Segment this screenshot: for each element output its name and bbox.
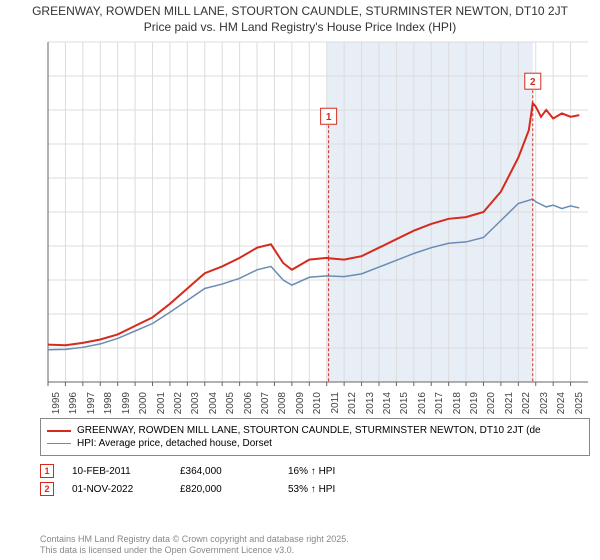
sales-table: 1 10-FEB-2011 £364,000 16% ↑ HPI 2 01-NO… bbox=[40, 460, 590, 500]
attribution-line2: This data is licensed under the Open Gov… bbox=[40, 545, 294, 555]
x-tick-label: 2024 bbox=[556, 392, 567, 414]
x-tick-label: 2008 bbox=[277, 392, 288, 414]
attribution: Contains HM Land Registry data © Crown c… bbox=[40, 534, 349, 556]
x-tick-label: 2025 bbox=[574, 392, 585, 414]
x-tick-label: 2011 bbox=[330, 392, 341, 414]
sale-marker-1: 1 bbox=[40, 464, 54, 478]
svg-text:2: 2 bbox=[530, 77, 536, 88]
x-tick-label: 1996 bbox=[68, 392, 79, 414]
attribution-line1: Contains HM Land Registry data © Crown c… bbox=[40, 534, 349, 544]
x-tick-label: 2019 bbox=[469, 392, 480, 414]
sale-marker-2: 2 bbox=[40, 482, 54, 496]
chart-title: GREENWAY, ROWDEN MILL LANE, STOURTON CAU… bbox=[0, 0, 600, 35]
x-tick-label: 1999 bbox=[121, 392, 132, 414]
x-tick-label: 2016 bbox=[417, 392, 428, 414]
sale-row-1: 1 10-FEB-2011 £364,000 16% ↑ HPI bbox=[40, 464, 590, 478]
x-tick-label: 2010 bbox=[312, 392, 323, 414]
chart-plot-area: 12 £0£100K£200K£300K£400K£500K£600K£700K… bbox=[40, 40, 590, 410]
x-tick-label: 2004 bbox=[208, 392, 219, 414]
chart-svg: 12 bbox=[40, 40, 590, 410]
x-tick-label: 2006 bbox=[243, 392, 254, 414]
legend-swatch-hpi bbox=[47, 443, 71, 444]
x-tick-label: 2003 bbox=[190, 392, 201, 414]
svg-text:1: 1 bbox=[326, 112, 332, 123]
x-tick-label: 2021 bbox=[504, 392, 515, 414]
legend-swatch-property bbox=[47, 430, 71, 432]
x-tick-label: 2015 bbox=[399, 392, 410, 414]
sale-hpi-1: 16% ↑ HPI bbox=[288, 466, 335, 477]
legend-label-property: GREENWAY, ROWDEN MILL LANE, STOURTON CAU… bbox=[77, 425, 541, 436]
x-tick-label: 1997 bbox=[86, 392, 97, 414]
x-tick-label: 2000 bbox=[138, 392, 149, 414]
legend-row-property: GREENWAY, ROWDEN MILL LANE, STOURTON CAU… bbox=[47, 425, 583, 436]
legend-label-hpi: HPI: Average price, detached house, Dors… bbox=[77, 438, 272, 449]
legend: GREENWAY, ROWDEN MILL LANE, STOURTON CAU… bbox=[40, 418, 590, 456]
x-tick-label: 2018 bbox=[452, 392, 463, 414]
x-tick-label: 2017 bbox=[434, 392, 445, 414]
x-tick-label: 2022 bbox=[521, 392, 532, 414]
sale-price-1: £364,000 bbox=[180, 466, 270, 477]
x-tick-label: 2001 bbox=[156, 392, 167, 414]
title-line2: Price paid vs. HM Land Registry's House … bbox=[144, 20, 456, 34]
title-line1: GREENWAY, ROWDEN MILL LANE, STOURTON CAU… bbox=[32, 4, 568, 18]
x-tick-label: 2013 bbox=[365, 392, 376, 414]
sale-date-1: 10-FEB-2011 bbox=[72, 466, 162, 477]
sale-price-2: £820,000 bbox=[180, 484, 270, 495]
x-tick-label: 1998 bbox=[103, 392, 114, 414]
legend-row-hpi: HPI: Average price, detached house, Dors… bbox=[47, 438, 583, 449]
sale-hpi-2: 53% ↑ HPI bbox=[288, 484, 335, 495]
sale-row-2: 2 01-NOV-2022 £820,000 53% ↑ HPI bbox=[40, 482, 590, 496]
x-tick-label: 2005 bbox=[225, 392, 236, 414]
x-tick-label: 2023 bbox=[539, 392, 550, 414]
x-tick-label: 2014 bbox=[382, 392, 393, 414]
sale-date-2: 01-NOV-2022 bbox=[72, 484, 162, 495]
x-tick-label: 2009 bbox=[295, 392, 306, 414]
x-tick-label: 2012 bbox=[347, 392, 358, 414]
x-tick-label: 2020 bbox=[486, 392, 497, 414]
x-tick-label: 2007 bbox=[260, 392, 271, 414]
x-tick-label: 1995 bbox=[51, 392, 62, 414]
x-tick-label: 2002 bbox=[173, 392, 184, 414]
